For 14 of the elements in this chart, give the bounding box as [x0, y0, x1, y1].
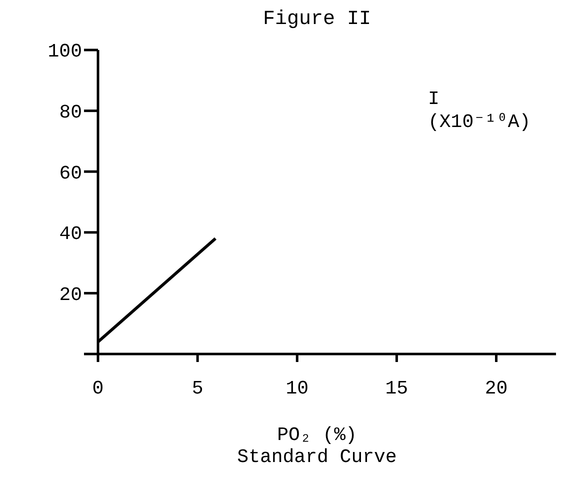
x-tick-label: 10 [286, 377, 309, 400]
y-axis-title: I (X10⁻¹⁰A) [428, 88, 532, 133]
x-tick-label: 15 [385, 377, 408, 400]
y-tick-label: 80 [59, 102, 82, 124]
x-tick-label: 0 [92, 377, 104, 400]
y-tick-label: 100 [48, 40, 82, 63]
chart-title: Figure II [262, 8, 372, 33]
x-tick-label: 5 [192, 377, 204, 400]
x-tick-label: 20 [484, 377, 508, 400]
text: Standard Curve [236, 446, 398, 468]
x-axis-title: PO₂ (%) [276, 424, 358, 446]
y-tick-label: 40 [59, 223, 82, 246]
y-tick-label: 20 [59, 284, 82, 306]
y-tick-label: 60 [59, 162, 82, 184]
